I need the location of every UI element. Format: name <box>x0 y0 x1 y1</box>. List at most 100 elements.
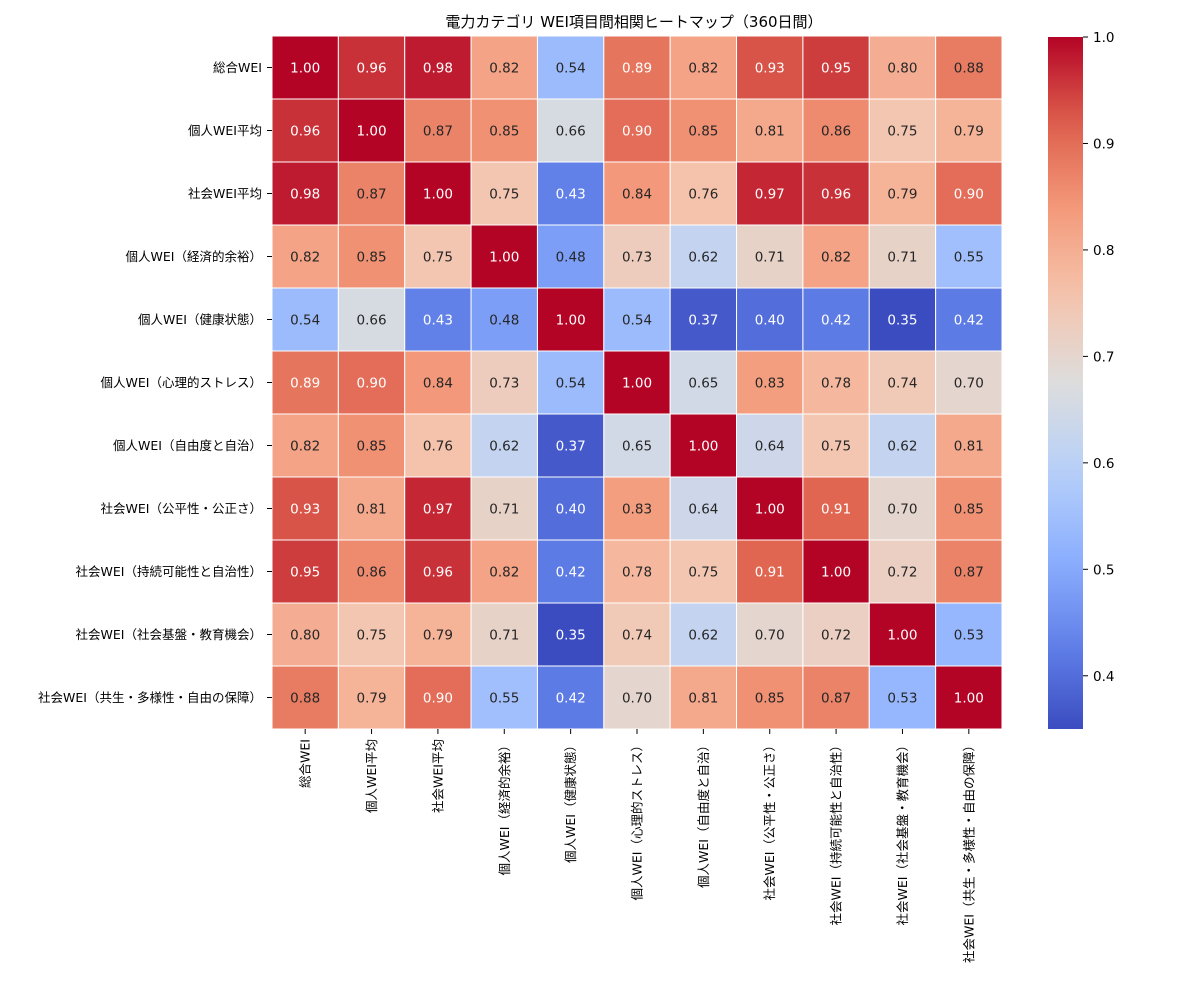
cell-value-label: 1.00 <box>821 565 851 581</box>
heatmap-cell <box>868 476 937 541</box>
cell-value-label: 0.79 <box>887 187 917 203</box>
cell-value-label: 0.70 <box>755 628 785 644</box>
column-label: 社会WEI（社会基盤・教育機会） <box>895 739 910 925</box>
row-label: 個人WEI（経済的余裕） <box>126 249 262 264</box>
heatmap-cell <box>603 602 671 667</box>
heatmap-cell <box>802 602 870 667</box>
cell-value-label: 0.74 <box>887 376 917 392</box>
heatmap-cell <box>603 476 671 541</box>
cell-value-label: 0.76 <box>423 439 453 455</box>
heatmap-cell <box>536 665 605 730</box>
colorbar-gradient <box>1048 37 1083 729</box>
heatmap-cells: 1.00 0.96 0.98 0.82 0.54 0.89 0.82 0.93 0.95 0.80… <box>271 35 1003 730</box>
cell-value-label: 0.96 <box>821 187 851 203</box>
heatmap-cell <box>669 161 738 226</box>
cell-value-label: 0.71 <box>887 250 917 266</box>
heatmap-cell <box>935 98 1003 163</box>
cell-value-label: 0.82 <box>290 250 320 266</box>
cell-value-label: 0.42 <box>954 313 984 329</box>
cell-value-label: 0.96 <box>357 61 387 77</box>
heatmap-cell <box>935 224 1003 289</box>
cell-value-label: 0.83 <box>755 376 785 392</box>
heatmap-cell <box>470 287 538 352</box>
heatmap-cell <box>337 665 406 730</box>
heatmap-cell <box>603 287 671 352</box>
heatmap-cell <box>736 98 804 163</box>
heatmap-cell <box>802 98 870 163</box>
cell-value-label: 0.43 <box>423 313 453 329</box>
heatmap-cell <box>736 35 804 100</box>
cell-value-label: 0.75 <box>357 628 387 644</box>
heatmap-cell <box>868 539 937 604</box>
cell-value-label: 0.35 <box>556 628 586 644</box>
column-label: 社会WEI平均 <box>430 739 445 813</box>
cell-value-label: 0.64 <box>688 502 718 518</box>
cell-value-label: 0.42 <box>556 691 586 707</box>
cell-value-label: 0.87 <box>423 124 453 140</box>
cell-value-label: 0.95 <box>290 565 320 581</box>
cell-value-label: 0.73 <box>622 250 652 266</box>
heatmap-cell <box>935 350 1003 415</box>
cell-value-label: 0.40 <box>556 502 586 518</box>
cell-value-label: 0.53 <box>954 628 984 644</box>
cell-value-label: 0.86 <box>357 565 387 581</box>
heatmap-cell <box>868 287 937 352</box>
row-label: 社会WEI（公平性・公正さ） <box>101 501 262 516</box>
cell-value-label: 0.97 <box>423 502 453 518</box>
heatmap-cell <box>271 35 339 100</box>
heatmap-cell <box>337 476 406 541</box>
cell-value-label: 0.79 <box>423 628 453 644</box>
heatmap-cell <box>603 413 671 478</box>
cell-value-label: 0.54 <box>556 376 586 392</box>
colorbar-tick-label: 0.5 <box>1093 562 1114 578</box>
row-label: 総合WEI <box>213 60 262 75</box>
cell-value-label: 1.00 <box>290 61 320 77</box>
heatmap-cell <box>404 98 472 163</box>
row-label: 個人WEI（健康状態） <box>138 312 262 327</box>
heatmap-cell <box>271 602 339 667</box>
heatmap-cell <box>271 350 339 415</box>
heatmap-cell <box>337 413 406 478</box>
heatmap-cell <box>669 287 738 352</box>
heatmap-cell <box>470 413 538 478</box>
heatmap-cell <box>536 224 605 289</box>
cell-value-label: 1.00 <box>357 124 387 140</box>
cell-value-label: 0.87 <box>821 691 851 707</box>
heatmap-cell <box>935 413 1003 478</box>
cell-value-label: 0.90 <box>622 124 652 140</box>
cell-value-label: 0.64 <box>755 439 785 455</box>
cell-value-label: 0.83 <box>622 502 652 518</box>
cell-value-label: 0.85 <box>755 691 785 707</box>
cell-value-label: 0.97 <box>755 187 785 203</box>
cell-value-label: 1.00 <box>423 187 453 203</box>
cell-value-label: 0.81 <box>755 124 785 140</box>
cell-value-label: 0.75 <box>887 124 917 140</box>
heatmap-cell <box>271 413 339 478</box>
heatmap-cell <box>271 476 339 541</box>
row-label: 個人WEI（自由度と自治） <box>113 438 262 453</box>
column-labels: 総合WEI 個人WEI平均 社会WEI平均 個人WEI（経済的余裕） 個人WEI（健康状… <box>298 729 976 963</box>
heatmap-cell <box>404 161 472 226</box>
cell-value-label: 0.84 <box>423 376 453 392</box>
cell-value-label: 0.73 <box>489 376 519 392</box>
cell-value-label: 0.85 <box>489 124 519 140</box>
cell-value-label: 0.66 <box>357 313 387 329</box>
heatmap-cell <box>935 161 1003 226</box>
cell-value-label: 0.70 <box>954 376 984 392</box>
heatmap-cell <box>935 539 1003 604</box>
cell-value-label: 0.71 <box>489 502 519 518</box>
heatmap-cell <box>603 665 671 730</box>
heatmap-cell <box>802 287 870 352</box>
cell-value-label: 1.00 <box>622 376 652 392</box>
cell-value-label: 0.78 <box>622 565 652 581</box>
heatmap-cell <box>669 98 738 163</box>
heatmap-cell <box>736 602 804 667</box>
cell-value-label: 0.55 <box>489 691 519 707</box>
heatmap-cell <box>935 665 1003 730</box>
column-label: 個人WEI（経済的余裕） <box>497 739 512 875</box>
cell-value-label: 0.54 <box>556 61 586 77</box>
heatmap-cell <box>404 224 472 289</box>
cell-value-label: 0.81 <box>954 439 984 455</box>
heatmap-cell <box>603 35 671 100</box>
cell-value-label: 0.37 <box>556 439 586 455</box>
